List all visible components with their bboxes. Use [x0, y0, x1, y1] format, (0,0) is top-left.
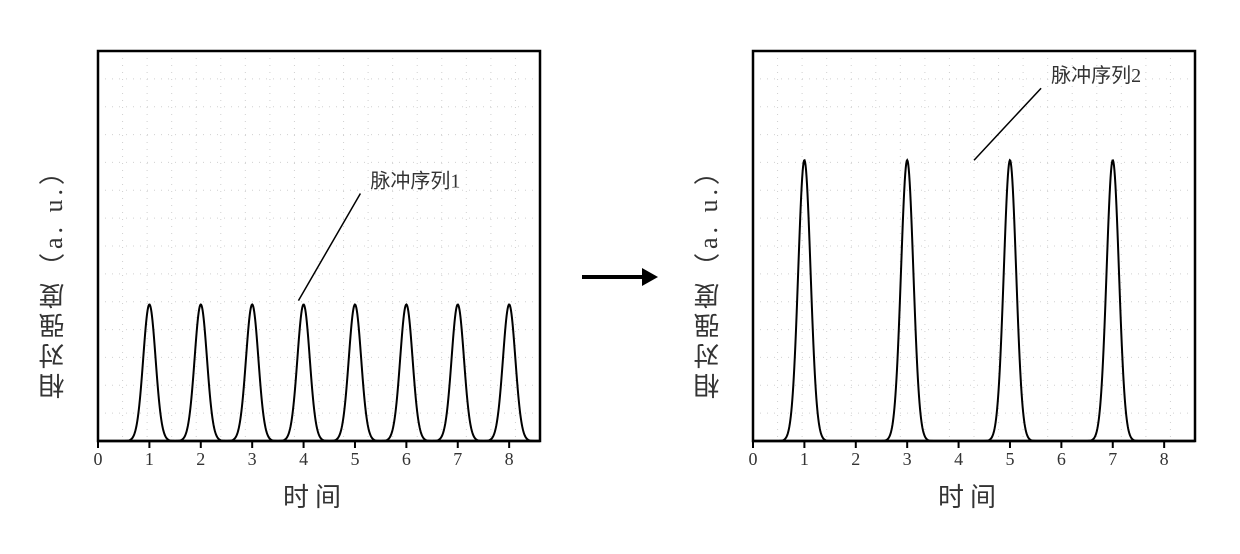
- right-x-axis-label: 时间: [938, 477, 1002, 514]
- left-chart: 0 1 2 3 4 5 6 7 8 脉冲序列1: [80, 41, 550, 471]
- svg-text:1: 1: [800, 449, 809, 469]
- svg-text:4: 4: [299, 449, 308, 469]
- svg-text:6: 6: [402, 449, 411, 469]
- svg-text:2: 2: [851, 449, 860, 469]
- left-chart-panel: 相对强度（a. u.） 0 1 2 3 4 5 6 7 8 脉冲序列1 时间: [35, 41, 550, 514]
- left-y-axis-label: 相对强度（a. u.）: [35, 155, 72, 399]
- svg-text:4: 4: [954, 449, 963, 469]
- svg-text:6: 6: [1057, 449, 1066, 469]
- svg-text:7: 7: [453, 449, 462, 469]
- arrow-container: [580, 262, 660, 292]
- svg-text:脉冲序列2: 脉冲序列2: [1051, 64, 1141, 87]
- svg-text:3: 3: [248, 449, 257, 469]
- right-chart: 0 1 2 3 4 5 6 7 8 脉冲序列2: [735, 41, 1205, 471]
- svg-text:0: 0: [749, 449, 758, 469]
- right-plot-wrap: 0 1 2 3 4 5 6 7 8 脉冲序列2 时间: [735, 41, 1205, 514]
- transform-arrow-icon: [580, 262, 660, 292]
- svg-text:8: 8: [505, 449, 514, 469]
- right-y-axis-label: 相对强度（a. u.）: [690, 155, 727, 399]
- svg-text:3: 3: [903, 449, 912, 469]
- left-x-axis-label: 时间: [283, 477, 347, 514]
- svg-text:0: 0: [94, 449, 103, 469]
- svg-text:2: 2: [196, 449, 205, 469]
- svg-text:5: 5: [1005, 449, 1014, 469]
- svg-text:5: 5: [350, 449, 359, 469]
- svg-text:8: 8: [1160, 449, 1169, 469]
- left-plot-wrap: 0 1 2 3 4 5 6 7 8 脉冲序列1 时间: [80, 41, 550, 514]
- right-chart-panel: 相对强度（a. u.） 0 1 2 3 4 5 6 7 8 脉冲序列2 时间: [690, 41, 1205, 514]
- svg-text:1: 1: [145, 449, 154, 469]
- svg-text:7: 7: [1108, 449, 1117, 469]
- svg-text:脉冲序列1: 脉冲序列1: [370, 169, 460, 192]
